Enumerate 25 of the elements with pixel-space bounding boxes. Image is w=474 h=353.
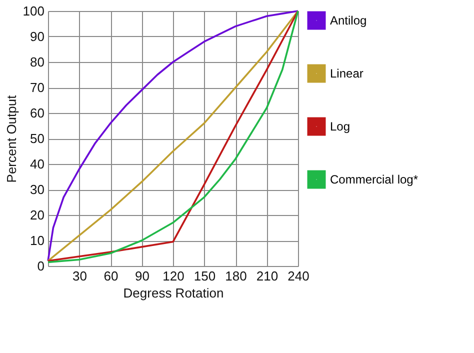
y-tick-label: 30 [30,182,44,197]
x-tick-label: 240 [288,268,310,284]
y-axis-title: Percent Output [4,94,19,183]
x-axis-title: Degress Rotation [123,286,224,300]
y-tick-label: 90 [30,29,44,44]
legend-label: Antilog [330,14,367,28]
y-tick-label: 60 [30,106,44,120]
legend-label: Linear [330,66,364,80]
y-tick-label: 80 [30,54,44,70]
y-tick-label: 40 [30,156,44,172]
y-tick-label: 20 [30,208,44,222]
x-tick-label: 60 [104,268,118,284]
x-tick-label: 120 [162,268,184,284]
x-tick-label: 90 [135,268,150,284]
x-tick-label: 210 [256,268,278,284]
y-tick-label: 0 [37,258,44,274]
x-tick-label: 180 [225,268,247,284]
y-tick-label: 70 [30,80,44,95]
x-tick-label: 150 [194,268,216,284]
y-tick-label: 100 [22,4,44,18]
y-tick-label: 50 [30,131,44,146]
legend-label: Log [330,120,350,134]
x-tick-label: 30 [72,268,87,284]
y-tick-label: 10 [30,233,44,248]
legend-label: Commercial log* [330,172,418,186]
